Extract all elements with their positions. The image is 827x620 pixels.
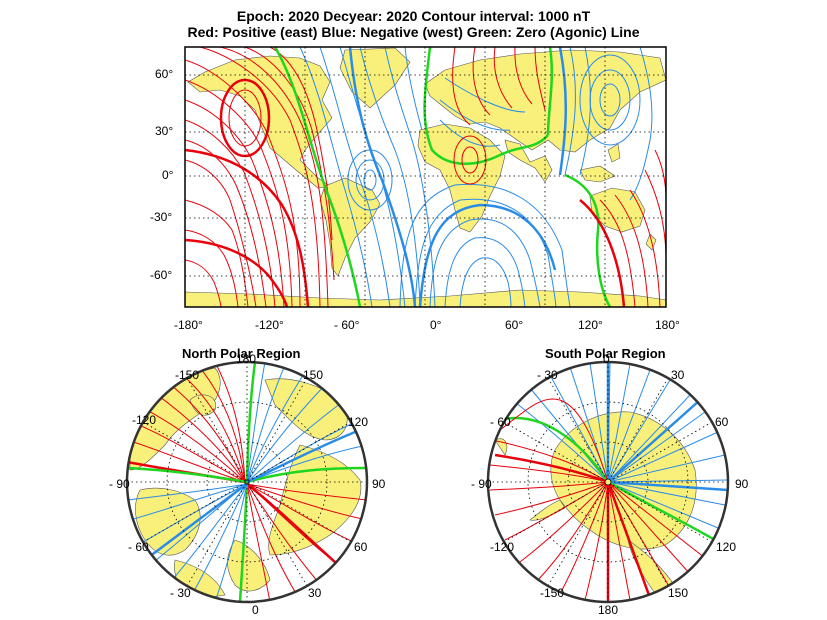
sp-label: 0 (603, 352, 610, 366)
lat-tick: 60° (155, 67, 174, 81)
sp-label: 30 (671, 368, 685, 382)
np-label: 90 (372, 477, 386, 491)
sp-agonic-lines (499, 416, 716, 542)
graticule (185, 47, 666, 307)
sp-frame (486, 360, 730, 604)
lat-tick: 0° (162, 168, 174, 182)
north-polar-title: North Polar Region (182, 346, 301, 361)
positive-contours-west (185, 47, 335, 307)
sp-label: 180 (598, 603, 619, 617)
np-label: -120 (132, 413, 157, 427)
world-map-frame (184, 46, 667, 308)
np-label: - 90 (109, 477, 130, 491)
sp-label: 150 (668, 586, 689, 600)
np-label: -150 (175, 368, 200, 382)
positive-contours-east (452, 47, 666, 307)
chart-title-line1: Epoch: 2020 Decyear: 2020 Contour interv… (236, 8, 591, 24)
negative-contours (299, 47, 653, 307)
south-polar-title: South Polar Region (545, 346, 666, 361)
np-label: 0 (252, 603, 259, 617)
np-label: 60 (354, 540, 368, 554)
np-land (129, 367, 362, 601)
agonic-lines (273, 47, 612, 307)
lon-tick: 180° (655, 318, 680, 332)
np-label: 120 (348, 415, 369, 429)
sp-label: 120 (716, 540, 737, 554)
lon-tick: 120° (578, 318, 603, 332)
sp-label: -150 (540, 586, 565, 600)
world-map-panel (185, 47, 666, 307)
lat-tick: -30° (150, 210, 173, 224)
np-graticule (127, 362, 367, 602)
np-label: 30 (308, 586, 322, 600)
sp-label: 90 (735, 477, 749, 491)
sp-negative-contours (514, 362, 728, 529)
lon-tick: -180° (174, 318, 203, 332)
np-agonic-lines (127, 362, 367, 602)
np-label: 180 (236, 352, 257, 366)
lon-tick: 60° (505, 318, 524, 332)
sp-label: -120 (490, 540, 515, 554)
south-polar-panel (488, 362, 728, 602)
lon-tick: -120° (255, 318, 284, 332)
np-negative-contours (127, 362, 367, 602)
sp-graticule (488, 362, 728, 602)
sp-label: - 60 (490, 415, 511, 429)
lat-tick: -60° (150, 268, 173, 282)
sp-label: 60 (715, 415, 729, 429)
np-label: 150 (303, 368, 324, 382)
sp-label: - 30 (537, 368, 558, 382)
np-frame (125, 360, 369, 604)
np-label: - 30 (170, 586, 191, 600)
np-label: - 60 (128, 540, 149, 554)
lon-tick: 0° (430, 318, 442, 332)
lat-tick: 30° (155, 124, 174, 138)
chart-title-line2: Red: Positive (east) Blue: Negative (wes… (187, 24, 640, 40)
lon-tick: - 60° (334, 318, 360, 332)
sp-label: - 90 (471, 477, 492, 491)
